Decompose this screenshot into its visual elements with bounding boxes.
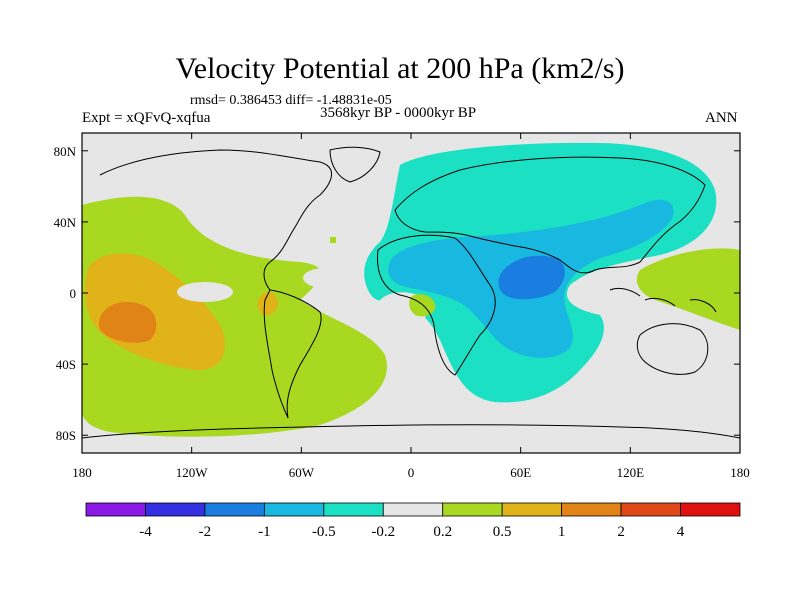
y-tick-label: 40N (54, 215, 77, 230)
coastlines (82, 146, 740, 439)
colorbar-label: 2 (617, 524, 625, 540)
contour-positive-low (82, 196, 387, 437)
colorbar-swatch (680, 502, 741, 517)
colorbar-label: -1 (258, 524, 271, 540)
colorbar-label: -0.2 (371, 524, 395, 540)
y-tick-label: 40S (56, 357, 76, 372)
coast-maritime-continent (609, 287, 717, 313)
y-tick-label: 80N (54, 144, 77, 159)
experiment-label: Expt = xQFvQ-xqfua (82, 110, 211, 126)
contour-zero-pacific-hole (177, 282, 233, 302)
colorbar: -4 -2 -1 -0.5 -0.2 0.2 0.5 1 2 4 (85, 502, 741, 540)
colorbar-label: -0.5 (312, 524, 336, 540)
stats-text: rmsd= 0.386453 diff= -1.48831e-05 (190, 93, 392, 108)
colorbar-swatch (382, 502, 444, 517)
season-label: ANN (705, 110, 738, 126)
x-tick-label: 0 (408, 465, 415, 480)
coast-greenland (329, 146, 381, 183)
colorbar-swatch (145, 502, 206, 517)
contour-negative-high (498, 255, 565, 300)
x-tick-label: 120W (176, 465, 209, 480)
colorbar-label: 1 (558, 524, 566, 540)
colorbar-label: -4 (139, 524, 152, 540)
contour-zero-atlantic-hole (303, 268, 347, 288)
y-axis: 80N 40N 0 40S 80S (54, 144, 740, 443)
x-tick-label: 120E (617, 465, 645, 480)
colorbar-label: -2 (199, 524, 212, 540)
colorbar-label: 4 (677, 524, 685, 540)
colorbar-label: 0.2 (433, 524, 452, 540)
colorbar-swatch (442, 502, 503, 517)
colorbar-swatch (204, 502, 265, 517)
colorbar-swatch (620, 502, 681, 517)
contour-positive-south-america (257, 291, 279, 316)
colorbar-swatch (323, 502, 384, 517)
coast-antarctica (82, 424, 740, 439)
plot-title: Velocity Potential at 200 hPa (km2/s) (175, 52, 625, 85)
coast-north-america (99, 149, 332, 291)
x-tick-label: 180 (72, 465, 92, 480)
y-tick-label: 80S (56, 428, 76, 443)
coast-africa (376, 234, 496, 376)
contour-fill (82, 142, 740, 437)
x-axis: 180 120W 60W 0 60E 120E 180 (72, 133, 750, 480)
contour-positive-high (98, 302, 157, 343)
x-tick-label: 180 (730, 465, 750, 480)
colorbar-swatch (561, 502, 622, 517)
y-tick-label: 0 (70, 286, 77, 301)
coast-eurasia (394, 156, 706, 274)
coast-australia (636, 323, 709, 375)
colorbar-label: 0.5 (493, 524, 512, 540)
x-tick-label: 60W (289, 465, 315, 480)
colorbar-swatch (85, 502, 146, 517)
colorbar-swatch (501, 502, 563, 517)
coast-south-america (263, 289, 322, 419)
period-label: 3568kyr BP - 0000kyr BP (320, 105, 477, 121)
x-tick-label: 60E (510, 465, 531, 480)
contour-small-patch (330, 237, 336, 243)
colorbar-swatch (263, 502, 325, 517)
